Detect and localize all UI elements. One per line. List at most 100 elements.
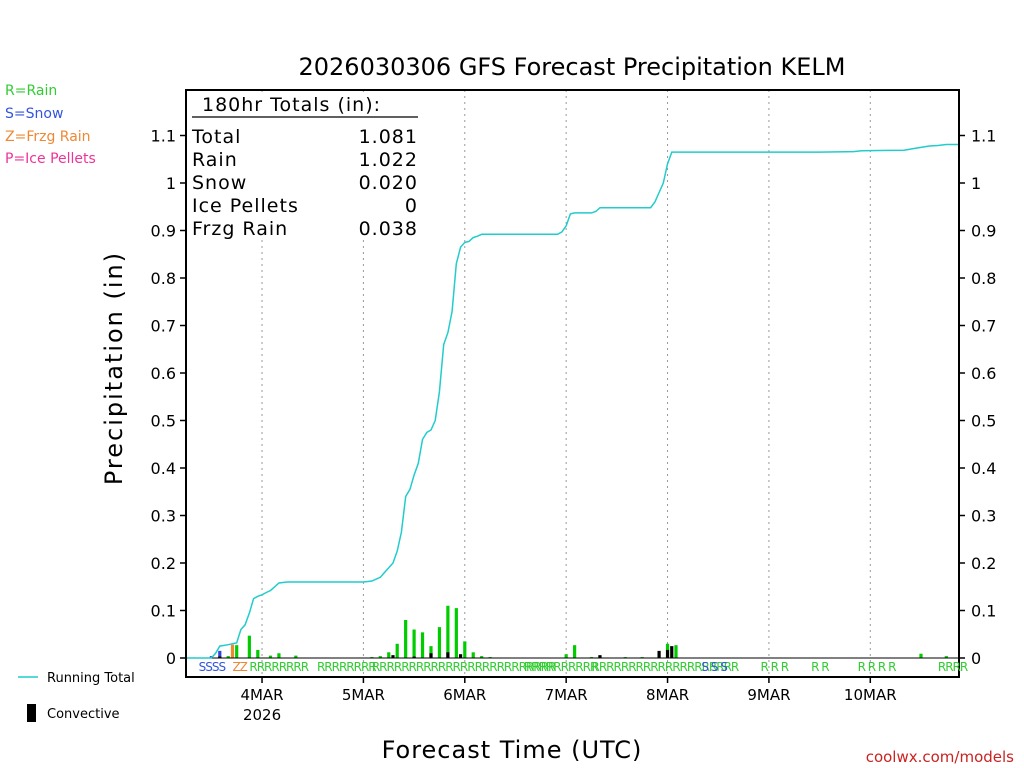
convective-bar xyxy=(446,652,450,658)
legend-frzg-rain: Z=Frzg Rain xyxy=(5,129,91,145)
credit-text: coolwx.com/models xyxy=(866,748,1014,766)
ptype-strip-label: RRRRRRRR xyxy=(317,660,376,674)
totals-value-rain: 1.022 xyxy=(359,149,418,171)
y-tick-label-right: 0.1 xyxy=(971,602,996,621)
y-axis-label: Precipitation (in) xyxy=(100,251,128,485)
y-tick-label-right: 0.6 xyxy=(971,364,996,383)
x-tick-label: 4MAR xyxy=(240,686,283,704)
y-tick-label-right: 0.8 xyxy=(971,269,996,288)
ptype-legend: R=Rain S=Snow Z=Frzg Rain P=Ice Pellets xyxy=(5,83,96,167)
totals-label-ice-pellets: Ice Pellets xyxy=(192,195,299,217)
y-tick-label-right: 1.1 xyxy=(971,127,996,146)
ptype-strip-label: RRRR xyxy=(938,660,968,674)
totals-value-frzg-rain: 0.038 xyxy=(359,218,418,240)
running-total-line xyxy=(186,143,959,659)
ptype-strip-label: RRRRRRRRRRRRRRRRRRRR xyxy=(592,660,739,674)
rain-bar xyxy=(480,656,484,658)
chart-title: 2026030306 GFS Forecast Precipitation KE… xyxy=(299,53,846,81)
y-tick-label-left: 1 xyxy=(166,174,176,193)
convective-bar xyxy=(665,649,670,658)
x-tick-label: 9MAR xyxy=(747,686,790,704)
rain-bar xyxy=(226,656,230,658)
y-tick-label-left: 0.8 xyxy=(151,269,176,288)
y-tick-label-left: 0.5 xyxy=(151,412,176,431)
convective-bar xyxy=(218,656,222,658)
convective-legend: Convective xyxy=(47,707,120,722)
y-tick-label-right: 0.5 xyxy=(971,412,996,431)
convective-swatch xyxy=(27,704,36,722)
rain-bar xyxy=(277,653,281,658)
line-legend: Running Total Convective xyxy=(18,671,135,722)
plot-frame xyxy=(185,89,960,678)
convective-bar xyxy=(598,655,602,658)
x-tick-label: 8MAR xyxy=(646,686,689,704)
totals-value-snow: 0.020 xyxy=(359,172,418,194)
rain-bar xyxy=(268,655,273,658)
x-axis-label: Forecast Time (UTC) xyxy=(382,736,643,764)
x-tick-label: 10MAR xyxy=(844,686,897,704)
x-tick-label: 6MAR xyxy=(443,686,486,704)
ptype-strip-label: ZZ xyxy=(232,660,247,674)
running-total-legend: Running Total xyxy=(47,671,135,686)
bar-layer xyxy=(209,605,948,659)
y-tick-label-left: 0.6 xyxy=(151,364,176,383)
ptype-strip-label: RRRRRRRRRRRRRRRRRRRRRRRRR xyxy=(372,660,556,674)
rain-bar xyxy=(420,632,425,658)
totals-label-total: Total xyxy=(191,126,241,148)
rain-bar xyxy=(463,641,467,658)
y-tick-label-right: 0.2 xyxy=(971,554,996,573)
y-tick-label-right: 0.9 xyxy=(971,222,996,241)
ptype-strip-label: S S S xyxy=(701,660,727,674)
ptype-strip-label: R R xyxy=(811,660,829,674)
rain-bar xyxy=(429,646,433,658)
frzg-rain-bar xyxy=(230,644,235,658)
totals-box: 180hr Totals (in): Total 1.081 Rain 1.02… xyxy=(188,92,430,240)
rain-bar xyxy=(674,645,678,658)
ptype-strip-label: RRRRRRRR xyxy=(249,660,308,674)
y-tick-label-left: 0.2 xyxy=(151,554,176,573)
totals-value-total: 1.081 xyxy=(359,126,418,148)
rain-bar xyxy=(294,655,298,658)
convective-bar xyxy=(391,655,395,658)
y-tick-label-right: 0 xyxy=(971,649,981,668)
y-tick-label-left: 0.1 xyxy=(151,602,176,621)
rain-bar xyxy=(454,608,458,658)
totals-label-frzg-rain: Frzg Rain xyxy=(192,218,288,240)
rain-bar xyxy=(446,605,450,658)
rain-bar xyxy=(944,656,948,658)
line-layer xyxy=(186,143,959,659)
ptype-strip-label: SSSS xyxy=(199,660,226,674)
y-tick-label-left: 0.7 xyxy=(151,317,176,336)
totals-value-ice-pellets: 0 xyxy=(405,195,418,217)
y-tick-label-left: 0.9 xyxy=(151,222,176,241)
rain-bar xyxy=(235,645,239,658)
y-tick-label-right: 0.4 xyxy=(971,459,996,478)
rain-bar xyxy=(404,620,408,658)
y-tick-label-left: 0 xyxy=(166,649,176,668)
totals-header: 180hr Totals (in): xyxy=(202,94,381,116)
convective-bar xyxy=(429,653,433,658)
y-tick-label-left: 0.4 xyxy=(151,459,176,478)
rain-bar xyxy=(437,627,442,658)
rain-bar xyxy=(573,645,577,658)
y-tick-label-right: 1 xyxy=(971,174,981,193)
totals-label-snow: Snow xyxy=(192,172,247,194)
rain-bar xyxy=(471,652,475,658)
rain-bar xyxy=(387,652,391,658)
convective-bar xyxy=(670,646,674,658)
legend-rain: R=Rain xyxy=(5,83,57,99)
rain-bar xyxy=(378,656,382,658)
rain-bar xyxy=(564,654,568,658)
convective-bar xyxy=(412,656,416,658)
y-tick-label-left: 1.1 xyxy=(151,127,176,146)
y-tick-label-right: 0.7 xyxy=(971,317,996,336)
ptype-strip-label: R R R xyxy=(760,660,788,674)
y-tick-label-left: 0.3 xyxy=(151,507,176,526)
legend-snow: S=Snow xyxy=(5,106,63,122)
x-tick-label: 7MAR xyxy=(545,686,588,704)
rain-bar xyxy=(247,635,251,658)
snow-bar xyxy=(218,650,222,658)
convective-bar xyxy=(657,650,661,658)
legend-ice-pellets: P=Ice Pellets xyxy=(5,151,96,167)
